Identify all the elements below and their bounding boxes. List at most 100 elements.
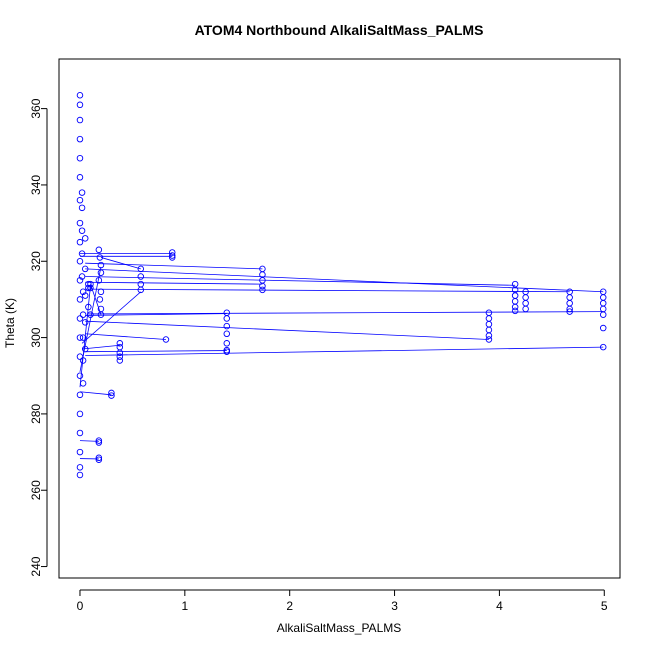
plot-area bbox=[76, 92, 607, 479]
data-point bbox=[76, 334, 84, 341]
series-line bbox=[100, 257, 141, 270]
data-point bbox=[85, 303, 92, 311]
series-line bbox=[90, 284, 102, 315]
data-point bbox=[76, 315, 84, 322]
data-point bbox=[78, 227, 86, 234]
data-point bbox=[116, 349, 124, 357]
data-point bbox=[76, 410, 84, 418]
data-point bbox=[96, 254, 104, 261]
series-line bbox=[79, 286, 91, 388]
data-point bbox=[95, 456, 103, 463]
data-point bbox=[78, 273, 86, 280]
data-point bbox=[81, 292, 89, 299]
y-tick-label: 280 bbox=[29, 404, 43, 424]
data-point bbox=[79, 357, 87, 364]
series-line bbox=[85, 320, 489, 340]
data-point bbox=[522, 299, 529, 307]
series-line bbox=[85, 268, 604, 293]
series-line bbox=[85, 313, 227, 316]
x-axis: 0 1 2 3 4 5 bbox=[77, 589, 608, 613]
data-point bbox=[96, 296, 104, 303]
data-point bbox=[162, 336, 170, 343]
data-point bbox=[485, 326, 493, 334]
x-tick-label: 4 bbox=[496, 599, 503, 613]
data-point bbox=[78, 250, 86, 257]
data-point bbox=[97, 269, 105, 276]
x-tick-label: 2 bbox=[286, 599, 293, 613]
data-point bbox=[76, 135, 84, 143]
data-point bbox=[76, 277, 84, 284]
y-axis-label: Theta (K) bbox=[3, 298, 17, 348]
data-point bbox=[85, 284, 92, 292]
series-line bbox=[85, 333, 166, 340]
data-point bbox=[76, 238, 84, 246]
data-point bbox=[76, 372, 84, 379]
data-point bbox=[79, 334, 87, 341]
data-point bbox=[95, 277, 103, 284]
data-point bbox=[76, 101, 84, 109]
data-point bbox=[81, 319, 89, 326]
data-point bbox=[108, 392, 115, 399]
data-point bbox=[259, 286, 266, 294]
y-tick-label: 320 bbox=[29, 251, 43, 271]
data-point bbox=[599, 299, 607, 307]
x-tick-label: 3 bbox=[391, 599, 398, 613]
data-point bbox=[485, 320, 493, 328]
data-point bbox=[485, 336, 493, 343]
data-point bbox=[78, 204, 86, 212]
plot-frame bbox=[58, 58, 621, 579]
data-point bbox=[599, 294, 607, 301]
data-point bbox=[76, 116, 84, 124]
data-point bbox=[599, 343, 607, 351]
data-point bbox=[511, 303, 519, 311]
data-point bbox=[79, 311, 87, 318]
data-point bbox=[511, 280, 519, 288]
data-point bbox=[76, 196, 84, 204]
data-point bbox=[223, 348, 231, 355]
data-point bbox=[566, 299, 573, 307]
data-point bbox=[137, 265, 145, 273]
series-line bbox=[85, 346, 604, 356]
data-point bbox=[76, 296, 84, 303]
data-point bbox=[116, 353, 124, 360]
data-point bbox=[87, 311, 94, 318]
series-line bbox=[79, 391, 112, 396]
y-tick-label: 360 bbox=[29, 98, 43, 118]
x-tick-label: 5 bbox=[601, 599, 608, 613]
data-point bbox=[511, 292, 519, 299]
series-line bbox=[85, 281, 263, 285]
data-point bbox=[522, 294, 529, 301]
data-point bbox=[76, 353, 84, 360]
data-point bbox=[522, 305, 529, 313]
data-point bbox=[259, 282, 266, 290]
data-point bbox=[168, 254, 176, 261]
data-point bbox=[76, 92, 84, 99]
data-point bbox=[76, 391, 84, 399]
y-tick-label: 240 bbox=[29, 556, 43, 576]
data-point bbox=[566, 294, 573, 301]
data-point bbox=[566, 308, 573, 315]
data-point bbox=[76, 258, 84, 265]
data-point bbox=[76, 448, 84, 456]
data-point bbox=[599, 311, 607, 318]
data-point bbox=[95, 439, 103, 446]
data-point bbox=[76, 154, 84, 162]
data-point bbox=[81, 345, 89, 353]
data-point bbox=[97, 311, 105, 318]
data-point bbox=[137, 280, 145, 288]
data-point bbox=[108, 389, 115, 397]
data-point bbox=[87, 284, 94, 292]
data-point bbox=[223, 340, 231, 347]
data-point bbox=[168, 249, 176, 256]
series-line bbox=[85, 276, 516, 286]
x-tick-label: 0 bbox=[77, 599, 84, 613]
data-point bbox=[485, 309, 493, 317]
data-point bbox=[223, 315, 231, 322]
data-point bbox=[223, 330, 231, 338]
x-axis-label: AlkaliSaltMass_PALMS bbox=[277, 621, 402, 635]
data-point bbox=[511, 298, 519, 305]
data-point bbox=[78, 189, 86, 196]
data-point bbox=[97, 261, 105, 269]
data-point bbox=[116, 357, 124, 364]
